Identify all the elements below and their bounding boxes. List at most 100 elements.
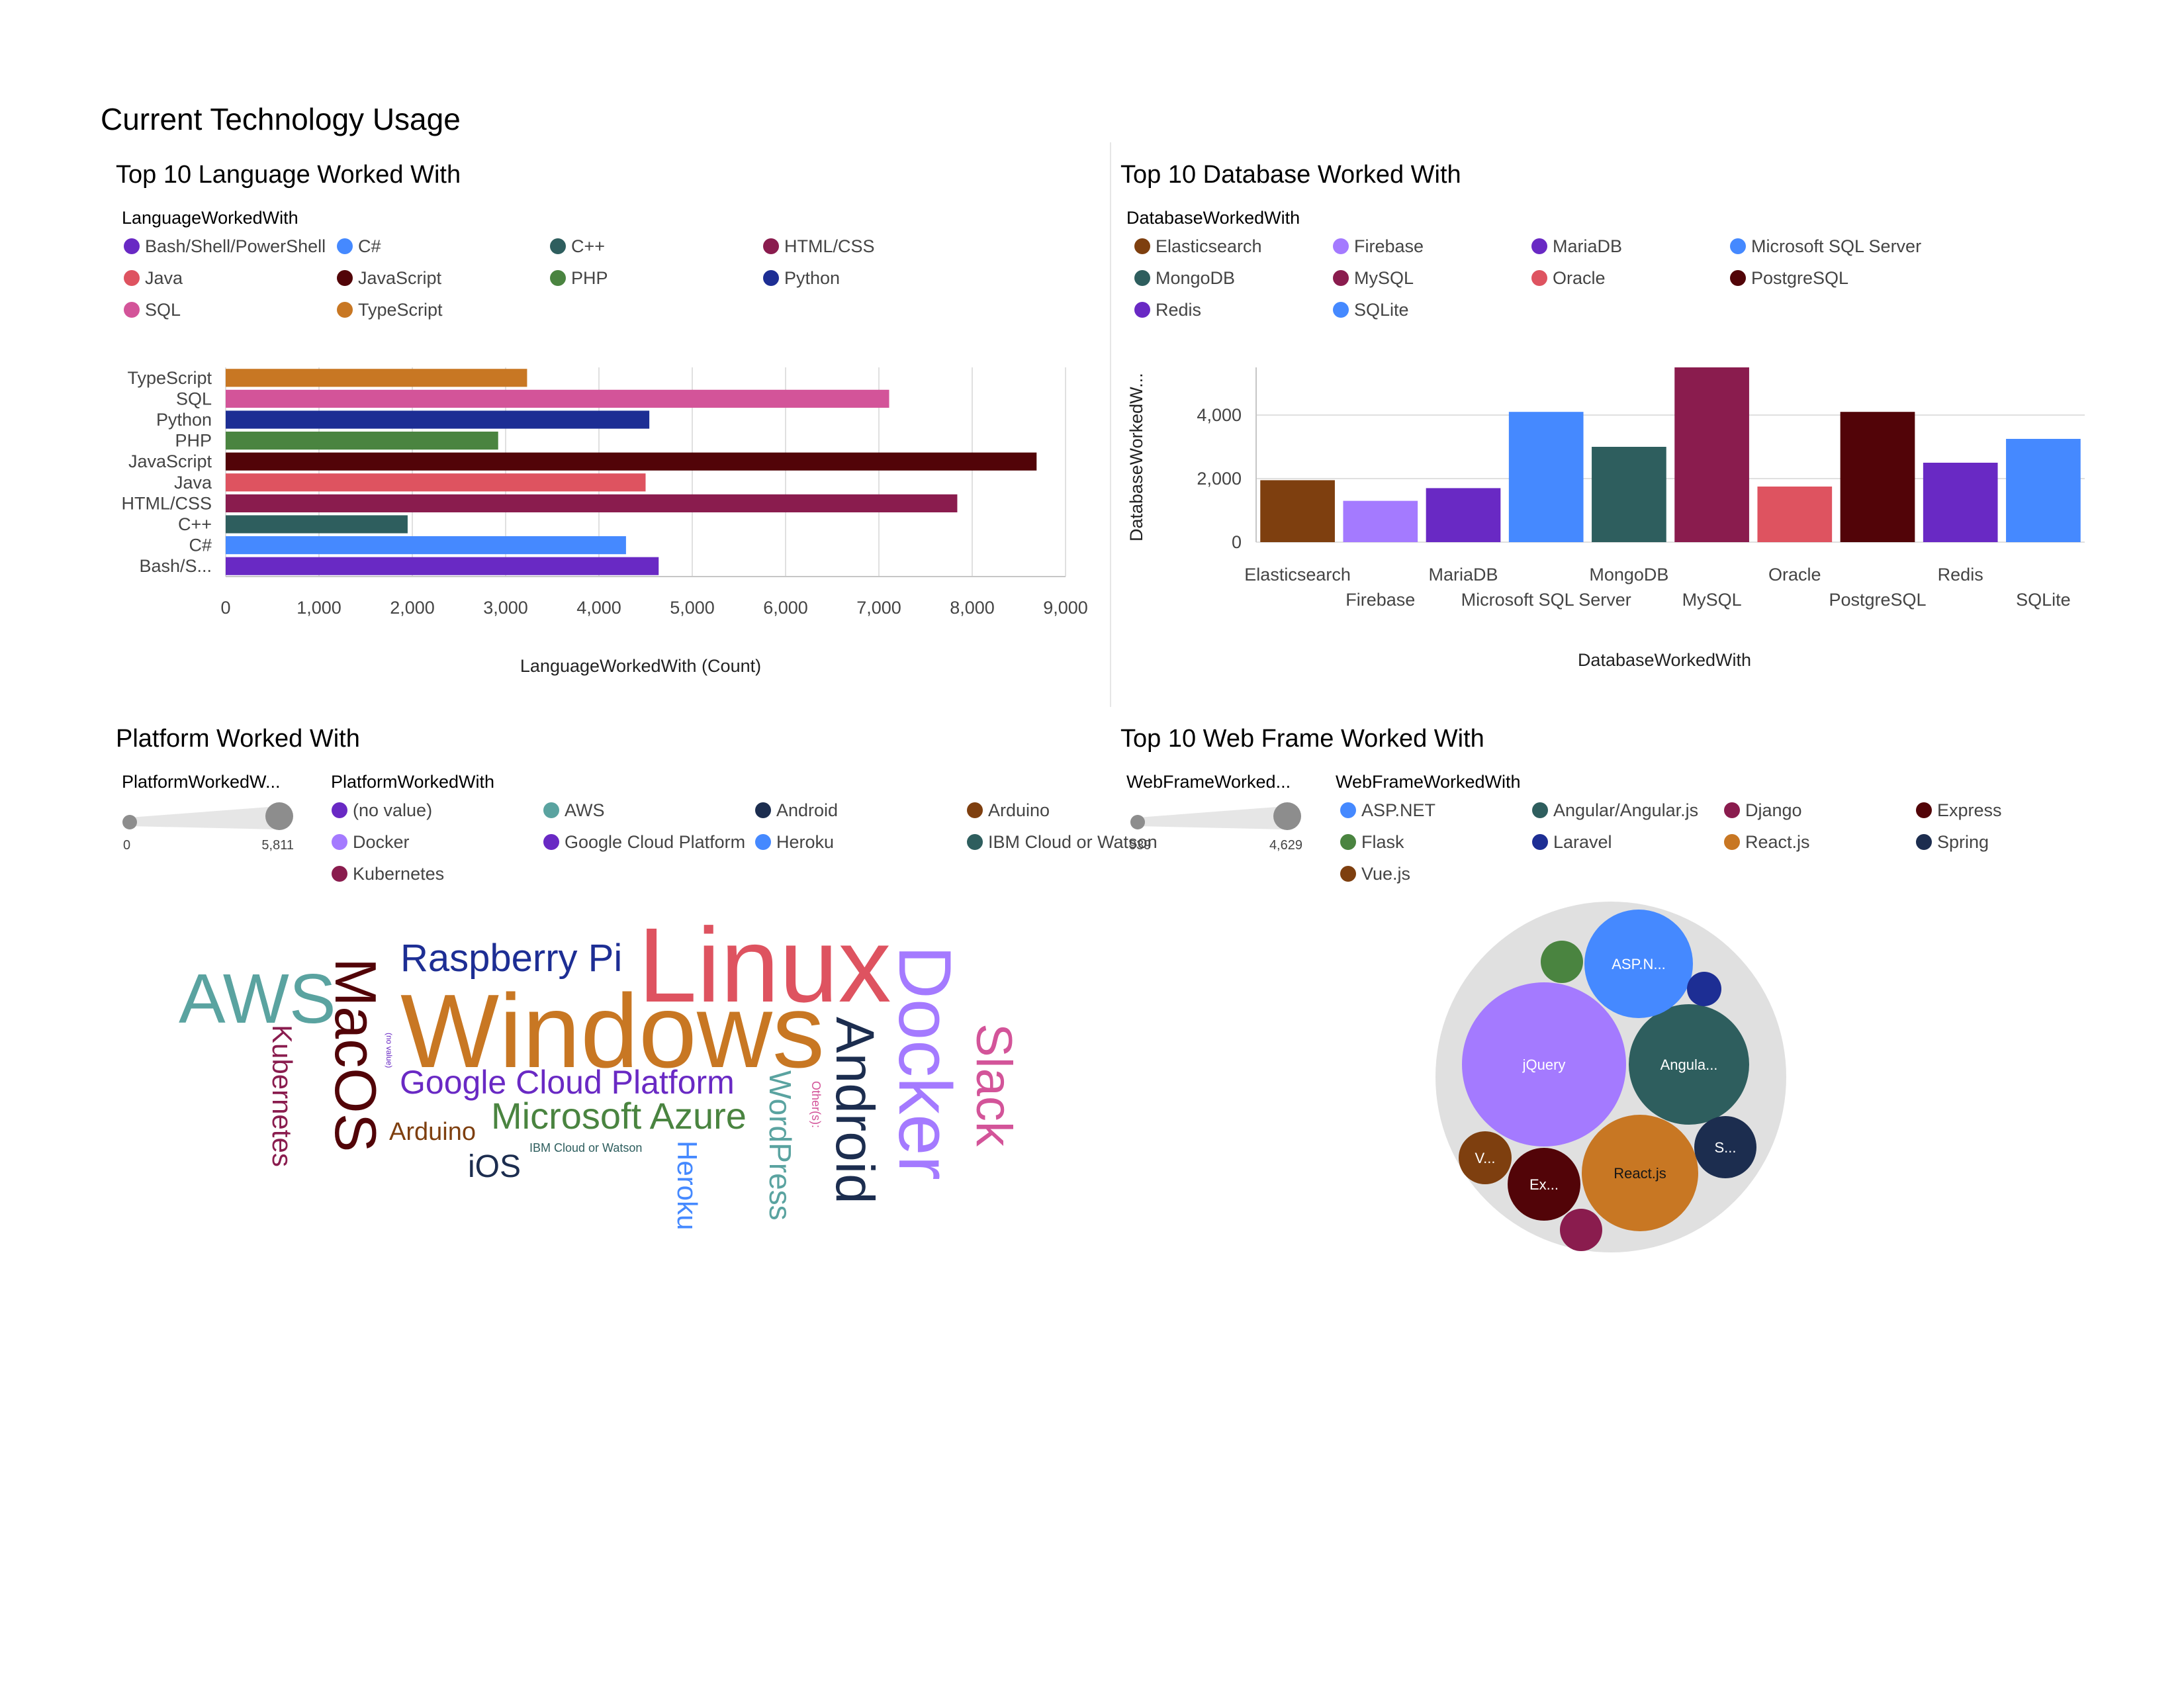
language-legend-label-python[interactable]: Python xyxy=(784,268,840,288)
language-legend-label-c[interactable]: C++ xyxy=(571,236,605,256)
database-legend-swatch-oracle[interactable] xyxy=(1531,270,1547,286)
language-legend-label-sql[interactable]: SQL xyxy=(145,300,181,320)
platform-legend-swatch-aws[interactable] xyxy=(543,802,559,818)
language-legend-label-java[interactable]: Java xyxy=(145,268,183,288)
database-bar-redis[interactable] xyxy=(1923,463,1998,542)
webframe-legend-swatch-laravel[interactable] xyxy=(1532,834,1548,850)
webframe-legend-label-laravel[interactable]: Laravel xyxy=(1553,832,1612,852)
platform-legend-swatch-android[interactable] xyxy=(755,802,771,818)
word-aws[interactable]: AWS xyxy=(179,960,336,1038)
language-legend-swatch-python[interactable] xyxy=(763,270,779,286)
webframe-legend-label-django[interactable]: Django xyxy=(1745,800,1802,820)
bubble-flask[interactable] xyxy=(1541,941,1583,983)
webframe-legend-swatch-angular-angular-js[interactable] xyxy=(1532,802,1548,818)
bubble-angular-angular-js[interactable] xyxy=(1629,1004,1749,1125)
webframe-slider-max-handle[interactable] xyxy=(1273,802,1301,830)
word-google-cloud-platform[interactable]: Google Cloud Platform xyxy=(400,1064,735,1101)
bubble-asp-net[interactable] xyxy=(1584,910,1693,1018)
platform-legend-label-android[interactable]: Android xyxy=(776,800,838,820)
webframe-legend-swatch-spring[interactable] xyxy=(1916,834,1932,850)
database-bar-sqlite[interactable] xyxy=(2006,439,2081,542)
bubble-jquery[interactable] xyxy=(1462,982,1626,1147)
database-bar-elasticsearch[interactable] xyxy=(1260,480,1335,542)
word-heroku[interactable]: Heroku xyxy=(672,1141,703,1230)
language-legend-label-c[interactable]: C# xyxy=(358,236,381,256)
language-legend-label-html-css[interactable]: HTML/CSS xyxy=(784,236,875,256)
webframe-legend-swatch-express[interactable] xyxy=(1916,802,1932,818)
language-bar-sql[interactable] xyxy=(226,389,889,408)
word-docker[interactable]: Docker xyxy=(884,945,966,1180)
bubble-express[interactable] xyxy=(1508,1148,1580,1221)
platform-legend-label-docker[interactable]: Docker xyxy=(353,832,410,852)
platform-legend-label-heroku[interactable]: Heroku xyxy=(776,832,834,852)
platform-legend-swatch-heroku[interactable] xyxy=(755,834,771,850)
language-bar-c[interactable] xyxy=(226,515,408,534)
webframe-legend-swatch-asp-net[interactable] xyxy=(1340,802,1356,818)
webframe-slider-min-handle[interactable] xyxy=(1130,815,1145,829)
platform-legend-label-aws[interactable]: AWS xyxy=(565,800,605,820)
word-no-value[interactable]: (no value) xyxy=(385,1033,394,1068)
database-legend-swatch-mysql[interactable] xyxy=(1333,270,1349,286)
platform-legend-label-arduino[interactable]: Arduino xyxy=(988,800,1050,820)
bubble-django[interactable] xyxy=(1560,1209,1602,1251)
word-android[interactable]: Android xyxy=(825,1017,885,1204)
platform-legend-swatch-docker[interactable] xyxy=(332,834,347,850)
database-bar-firebase[interactable] xyxy=(1343,500,1418,542)
database-legend-label-mongodb[interactable]: MongoDB xyxy=(1156,268,1235,288)
platform-legend-swatch-arduino[interactable] xyxy=(967,802,983,818)
database-bar-postgresql[interactable] xyxy=(1840,412,1915,542)
language-legend-swatch-sql[interactable] xyxy=(124,302,140,318)
platform-legend-swatch-google-cloud-platform[interactable] xyxy=(543,834,559,850)
word-ios[interactable]: iOS xyxy=(468,1149,521,1184)
language-bar-python[interactable] xyxy=(226,410,650,429)
webframe-legend-swatch-django[interactable] xyxy=(1724,802,1740,818)
word-microsoft-azure[interactable]: Microsoft Azure xyxy=(491,1095,747,1137)
webframe-legend-label-flask[interactable]: Flask xyxy=(1361,832,1404,852)
database-legend-label-elasticsearch[interactable]: Elasticsearch xyxy=(1156,236,1262,256)
database-legend-label-firebase[interactable]: Firebase xyxy=(1354,236,1424,256)
webframe-legend-label-spring[interactable]: Spring xyxy=(1937,832,1989,852)
platform-legend-label-ibm-cloud-or-watson[interactable]: IBM Cloud or Watson xyxy=(988,832,1158,852)
word-kubernetes[interactable]: Kubernetes xyxy=(267,1025,298,1167)
word-slack[interactable]: Slack xyxy=(966,1023,1022,1147)
platform-legend-swatch-ibm-cloud-or-watson[interactable] xyxy=(967,834,983,850)
database-legend-label-microsoft-sql-server[interactable]: Microsoft SQL Server xyxy=(1751,236,1921,256)
database-legend-swatch-elasticsearch[interactable] xyxy=(1134,238,1150,254)
database-legend-label-redis[interactable]: Redis xyxy=(1156,300,1201,320)
platform-legend-label-google-cloud-platform[interactable]: Google Cloud Platform xyxy=(565,832,745,852)
webframe-legend-swatch-react-js[interactable] xyxy=(1724,834,1740,850)
webframe-legend-swatch-flask[interactable] xyxy=(1340,834,1356,850)
webframe-legend-swatch-vue-js[interactable] xyxy=(1340,866,1356,882)
database-legend-label-mariadb[interactable]: MariaDB xyxy=(1553,236,1622,256)
language-bar-java[interactable] xyxy=(226,473,646,492)
word-linux[interactable]: Linux xyxy=(638,906,891,1024)
language-bar-bash-s[interactable] xyxy=(226,557,659,575)
bubble-laravel[interactable] xyxy=(1687,972,1721,1006)
language-bar-html-css[interactable] xyxy=(226,494,958,512)
word-other-s[interactable]: Other(s): xyxy=(809,1081,823,1128)
language-legend-swatch-c[interactable] xyxy=(550,238,566,254)
database-legend-label-oracle[interactable]: Oracle xyxy=(1553,268,1606,288)
language-legend-swatch-c[interactable] xyxy=(337,238,353,254)
language-legend-swatch-java[interactable] xyxy=(124,270,140,286)
platform-legend-label-kubernetes[interactable]: Kubernetes xyxy=(353,864,444,884)
database-legend-swatch-postgresql[interactable] xyxy=(1730,270,1746,286)
language-legend-swatch-typescript[interactable] xyxy=(337,302,353,318)
word-arduino[interactable]: Arduino xyxy=(389,1118,476,1146)
database-legend-swatch-sqlite[interactable] xyxy=(1333,302,1349,318)
language-legend-label-typescript[interactable]: TypeScript xyxy=(358,300,443,320)
database-legend-label-mysql[interactable]: MySQL xyxy=(1354,268,1414,288)
database-legend-swatch-firebase[interactable] xyxy=(1333,238,1349,254)
bubble-vue-js[interactable] xyxy=(1459,1131,1512,1184)
database-legend-label-sqlite[interactable]: SQLite xyxy=(1354,300,1409,320)
language-legend-label-javascript[interactable]: JavaScript xyxy=(358,268,442,288)
word-ibm-cloud-or-watson[interactable]: IBM Cloud or Watson xyxy=(529,1141,642,1154)
webframe-legend-label-angular-angular-js[interactable]: Angular/Angular.js xyxy=(1553,800,1698,820)
database-bar-oracle[interactable] xyxy=(1757,487,1833,542)
language-bar-javascript[interactable] xyxy=(226,452,1037,471)
word-macos[interactable]: MacOS xyxy=(323,958,388,1152)
platform-legend-swatch-no-value[interactable] xyxy=(332,802,347,818)
language-legend-label-php[interactable]: PHP xyxy=(571,268,608,288)
language-legend-label-bash-shell-powershell[interactable]: Bash/Shell/PowerShell xyxy=(145,236,326,256)
language-bar-php[interactable] xyxy=(226,432,498,450)
